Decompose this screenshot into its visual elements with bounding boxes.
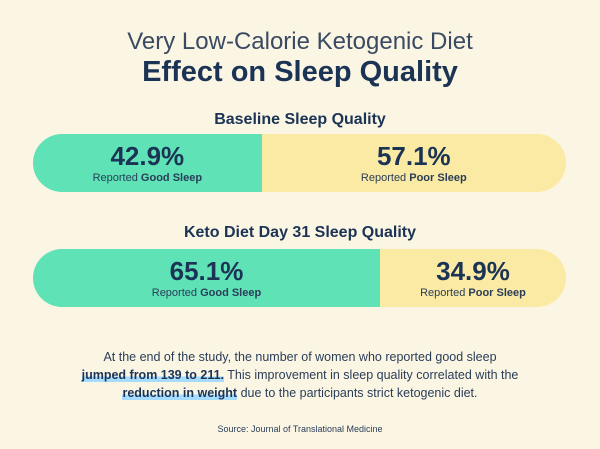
day31-bar: 65.1% Reported Good Sleep 34.9% Reported… bbox=[33, 249, 566, 307]
day31-section-title: Keto Diet Day 31 Sleep Quality bbox=[183, 224, 417, 241]
baseline-section-title: Baseline Sleep Quality bbox=[214, 111, 386, 128]
note-highlight-weight: reduction in weight bbox=[122, 386, 238, 400]
day31-good-category: Good Sleep bbox=[200, 287, 262, 299]
note-highlight-jump: jumped from 139 to 211. bbox=[81, 368, 225, 382]
chart-title-line1: Very Low-Calorie Ketogenic Diet bbox=[127, 28, 473, 55]
note-part3: due to the participants strict ketogenic… bbox=[240, 386, 478, 400]
day31-good-prefix: Reported bbox=[151, 287, 198, 299]
baseline-good-label: Reported Good Sleep bbox=[93, 172, 202, 184]
baseline-good-prefix: Reported bbox=[92, 172, 138, 184]
day31-good-label: Reported Good Sleep bbox=[152, 287, 261, 299]
baseline-poor-category: Poor Sleep bbox=[409, 172, 467, 184]
note-part1: At the end of the study, the number of w… bbox=[103, 350, 497, 364]
day31-poor-prefix: Reported bbox=[420, 287, 466, 299]
day31-good-value: 65.1% bbox=[169, 256, 244, 286]
note-part2: This improvement in sleep quality correl… bbox=[227, 368, 519, 382]
day31-poor-segment: 34.9% Reported Poor Sleep bbox=[379, 249, 566, 307]
baseline-bar: 42.9% Reported Good Sleep 57.1% Reported… bbox=[33, 134, 566, 192]
day31-good-segment: 65.1% Reported Good Sleep bbox=[33, 249, 380, 307]
baseline-poor-value: 57.1% bbox=[376, 141, 451, 171]
day31-poor-category: Poor Sleep bbox=[468, 287, 526, 299]
baseline-good-segment: 42.9% Reported Good Sleep bbox=[33, 134, 262, 192]
day31-poor-label: Reported Poor Sleep bbox=[420, 287, 526, 299]
baseline-poor-prefix: Reported bbox=[360, 172, 407, 184]
source-citation: Source: Journal of Translational Medicin… bbox=[217, 424, 383, 434]
day31-poor-value: 34.9% bbox=[436, 256, 510, 286]
baseline-poor-segment: 57.1% Reported Poor Sleep bbox=[261, 134, 566, 192]
baseline-poor-label: Reported Poor Sleep bbox=[361, 172, 467, 184]
baseline-good-category: Good Sleep bbox=[140, 172, 203, 184]
chart-title-line2: Effect on Sleep Quality bbox=[142, 56, 458, 88]
baseline-good-value: 42.9% bbox=[110, 141, 185, 171]
study-note: At the end of the study, the number of w… bbox=[40, 348, 560, 402]
